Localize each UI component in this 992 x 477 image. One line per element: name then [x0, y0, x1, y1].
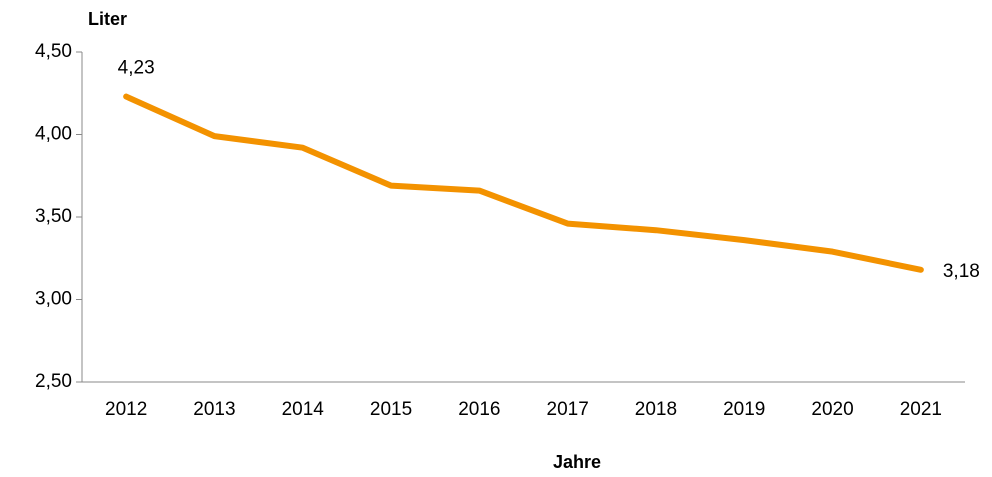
x-tick-label: 2017: [547, 399, 589, 420]
y-tick-label: 3,50: [35, 206, 72, 227]
y-tick-label: 3,00: [35, 289, 72, 310]
data-label: 4,23: [118, 58, 155, 79]
x-tick-label: 2014: [282, 399, 325, 420]
x-tick-label: 2019: [723, 399, 765, 420]
y-tick-label: 4,00: [35, 124, 72, 145]
x-tick-label: 2016: [458, 399, 500, 420]
x-tick-label: 2020: [811, 399, 853, 420]
x-tick-label: 2012: [105, 399, 147, 420]
x-tick-label: 2018: [635, 399, 677, 420]
x-tick-label: 2013: [193, 399, 235, 420]
x-tick-label: 2015: [370, 399, 412, 420]
x-tick-label: 2021: [900, 399, 942, 420]
y-tick-label: 2,50: [35, 371, 72, 392]
y-tick-label: 4,50: [35, 41, 72, 62]
line: [123, 93, 924, 273]
x-axis-label: Jahre: [553, 452, 601, 472]
y-axis-label: Liter: [88, 9, 127, 29]
data-label: 3,18: [943, 261, 980, 282]
